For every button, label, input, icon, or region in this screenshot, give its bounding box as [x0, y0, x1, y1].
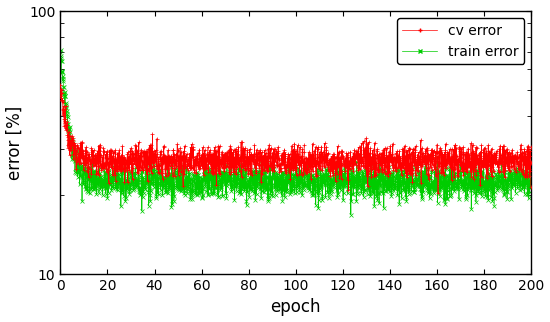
cv error: [514, 162, 521, 166]
cv error: [515, 155, 521, 159]
cv error: [57, 83, 64, 87]
cv error: [528, 145, 535, 149]
X-axis label: epoch: epoch: [271, 298, 321, 317]
cv error: [81, 156, 87, 160]
cv error: [428, 160, 435, 164]
train error: [515, 169, 521, 173]
Line: train error: train error: [59, 48, 533, 216]
train error: [287, 174, 293, 178]
cv error: [273, 163, 280, 167]
train error: [57, 50, 64, 54]
train error: [515, 176, 521, 180]
train error: [428, 169, 435, 173]
train error: [81, 167, 88, 171]
cv error: [286, 161, 293, 165]
Line: cv error: cv error: [59, 83, 533, 195]
Legend: cv error, train error: cv error, train error: [397, 18, 524, 64]
train error: [274, 190, 280, 194]
cv error: [434, 192, 441, 195]
train error: [528, 173, 535, 176]
Y-axis label: error [%]: error [%]: [6, 105, 24, 180]
train error: [348, 213, 354, 217]
train error: [57, 48, 64, 52]
